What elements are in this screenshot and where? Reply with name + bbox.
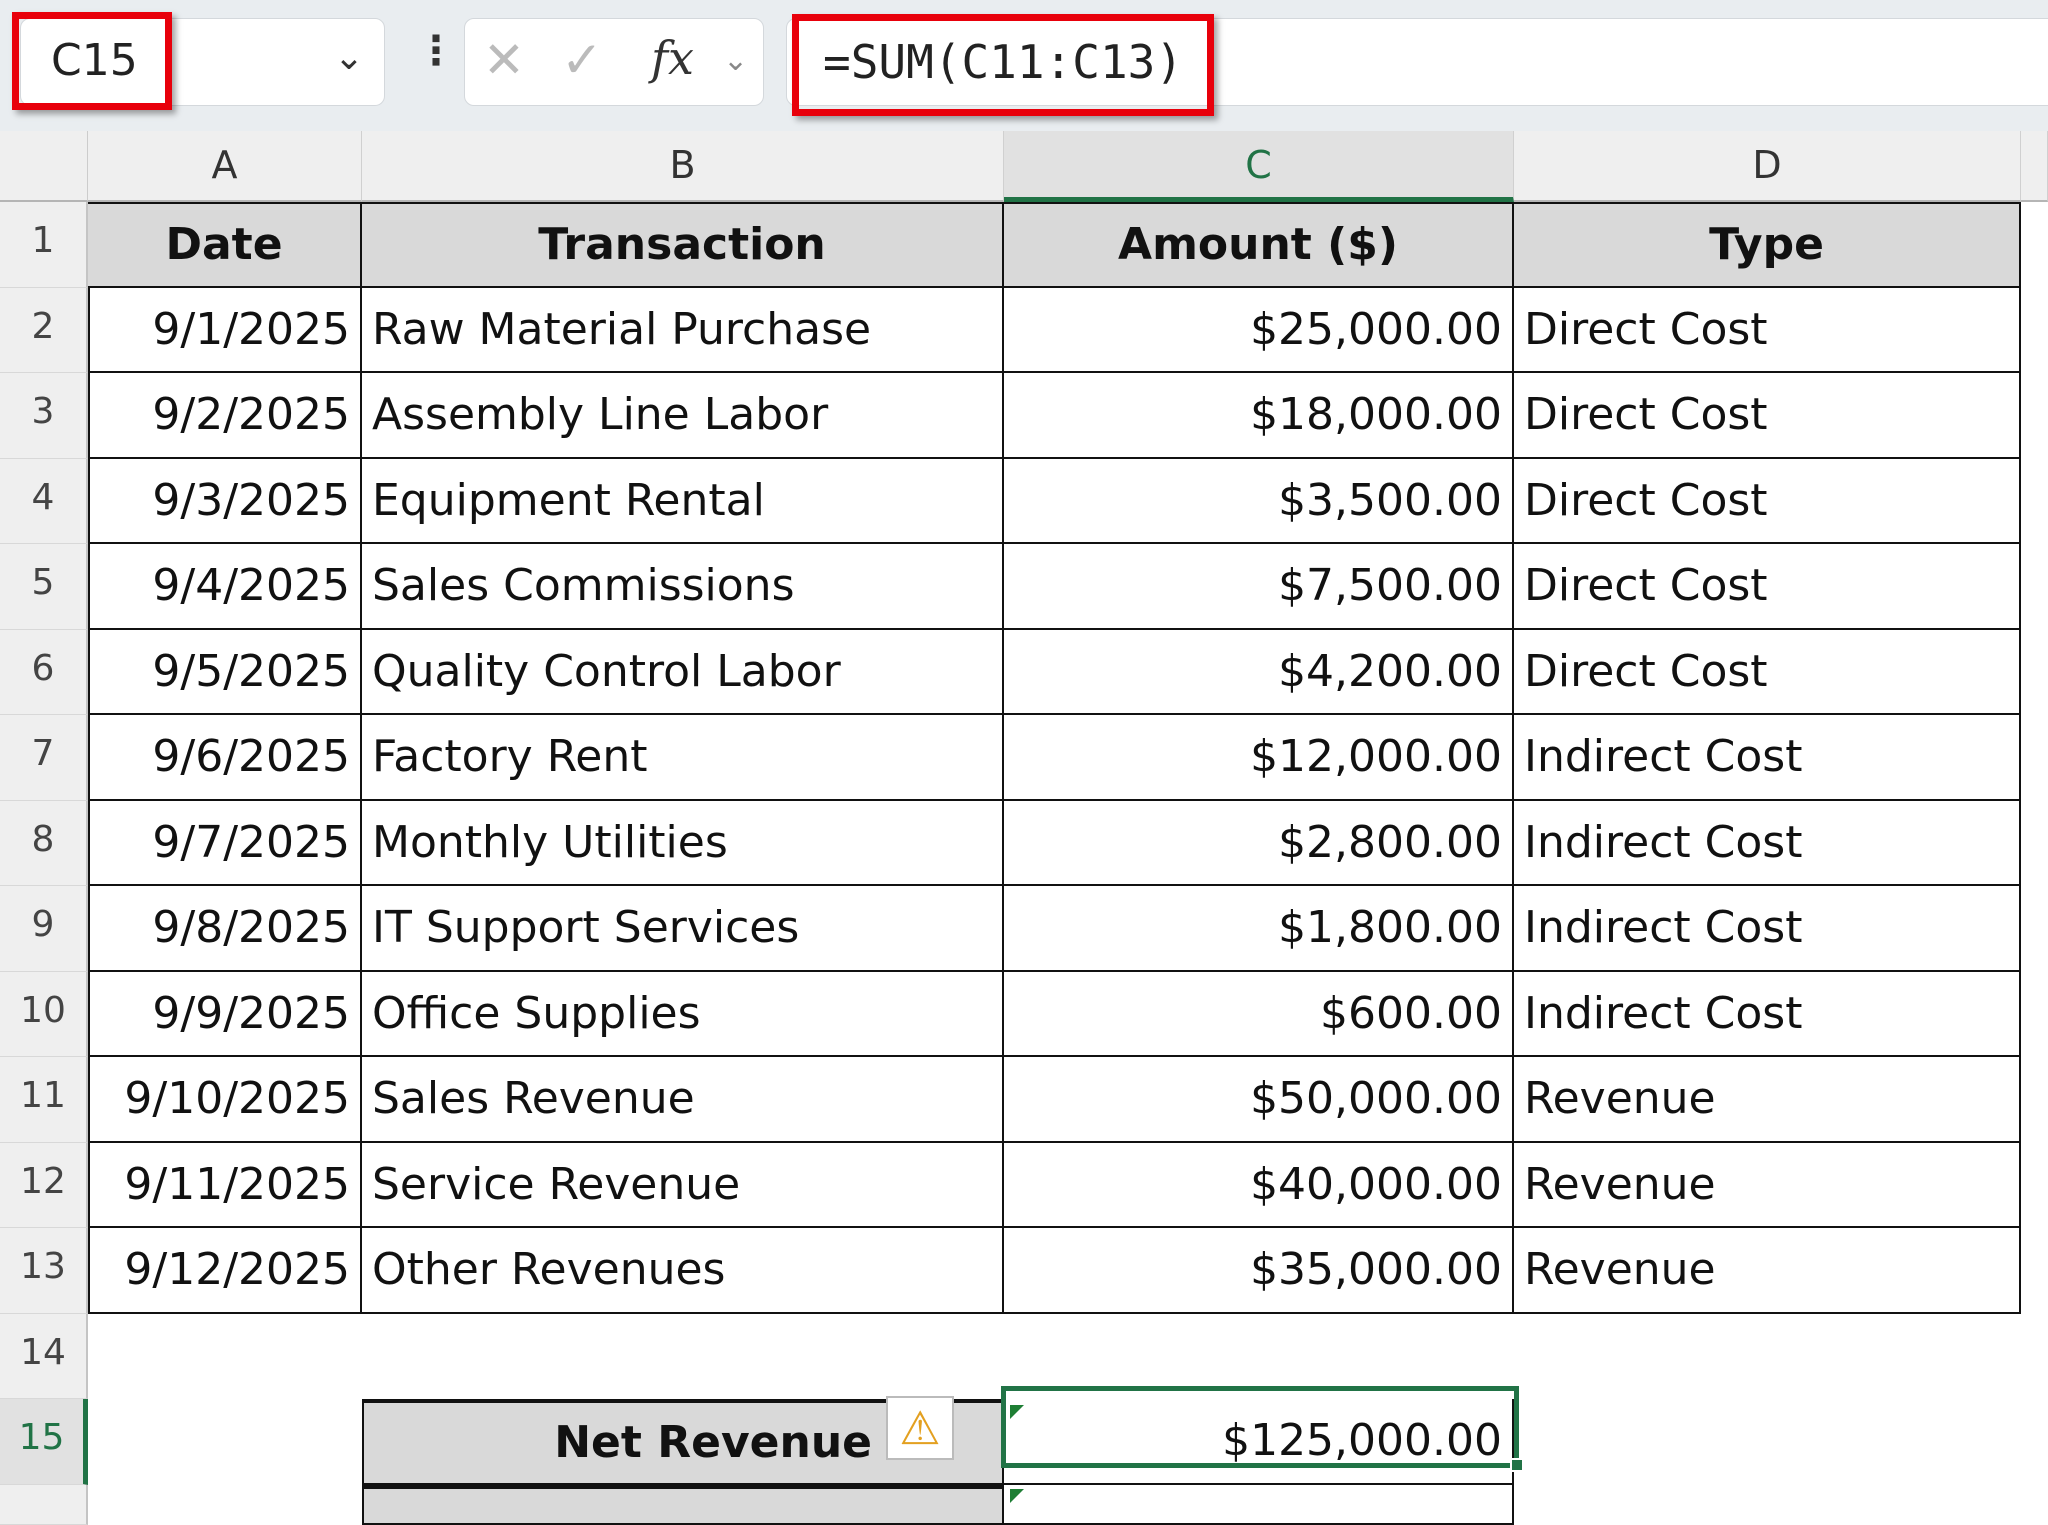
row-header-7[interactable]: 7 — [0, 715, 88, 801]
table-cell[interactable]: Indirect Cost — [1514, 971, 2021, 1057]
table-cell[interactable]: IT Support Services — [362, 886, 1004, 972]
formula-input[interactable]: =SUM(C11:C13) — [786, 18, 2048, 106]
table-cell[interactable]: $4,200.00 — [1004, 629, 1514, 715]
chevron-down-icon[interactable]: ⌄ — [333, 37, 364, 78]
table-cell[interactable]: Direct Cost — [1514, 373, 2021, 459]
error-indicator-icon — [1010, 1405, 1024, 1419]
table-cell[interactable]: Revenue — [1514, 1228, 2021, 1314]
table-cell[interactable]: Quality Control Labor — [362, 629, 1004, 715]
row-header-8[interactable]: 8 — [0, 800, 88, 886]
highlight-box-name — [12, 12, 172, 110]
table-cell[interactable]: 9/12/2025 — [88, 1228, 362, 1314]
table-cell[interactable]: Assembly Line Labor — [362, 373, 1004, 459]
table-cell[interactable]: $7,500.00 — [1004, 544, 1514, 630]
selected-cell-outline — [1001, 1386, 1519, 1468]
table-cell[interactable]: 9/2/2025 — [88, 373, 362, 459]
row-header-12[interactable]: 12 — [0, 1142, 88, 1228]
table-header-cell: Amount ($) — [1004, 202, 1514, 288]
table-cell[interactable]: Indirect Cost — [1514, 886, 2021, 972]
row-header-1[interactable]: 1 — [0, 202, 88, 288]
table-cell[interactable]: $1,800.00 — [1004, 886, 1514, 972]
table-cell[interactable]: Monthly Utilities — [362, 800, 1004, 886]
table-cell[interactable]: 9/7/2025 — [88, 800, 362, 886]
column-header-b[interactable]: B — [362, 131, 1004, 202]
table-cell[interactable]: $40,000.00 — [1004, 1142, 1514, 1228]
table-cell[interactable]: Raw Material Purchase — [362, 287, 1004, 373]
error-indicator-icon — [1010, 1488, 1024, 1503]
table-cell[interactable]: Direct Cost — [1514, 629, 2021, 715]
table-cell[interactable]: 9/11/2025 — [88, 1142, 362, 1228]
chevron-down-icon[interactable]: ⌄ — [723, 43, 749, 78]
table-cell[interactable]: 9/6/2025 — [88, 715, 362, 801]
enter-icon[interactable]: ✓ — [561, 31, 603, 89]
table-cell[interactable]: $18,000.00 — [1004, 373, 1514, 459]
name-box[interactable]: C15 ⌄ — [20, 18, 385, 106]
table-cell[interactable]: Other Revenues — [362, 1228, 1004, 1314]
highlight-box-formula — [792, 14, 1214, 116]
table-cell[interactable]: 9/5/2025 — [88, 629, 362, 715]
table-cell[interactable]: Revenue — [1514, 1057, 2021, 1143]
table-cell[interactable]: Equipment Rental — [362, 458, 1004, 544]
table-cell[interactable]: 9/9/2025 — [88, 971, 362, 1057]
table-cell[interactable]: Sales Revenue — [362, 1057, 1004, 1143]
summary-row-16-value[interactable] — [1004, 1484, 1514, 1525]
row-header-13[interactable]: 13 — [0, 1228, 88, 1314]
column-header-blank — [2021, 131, 2048, 202]
column-header-d[interactable]: D — [1514, 131, 2021, 202]
row-header-4[interactable]: 4 — [0, 458, 88, 544]
table-cell[interactable]: Direct Cost — [1514, 287, 2021, 373]
row-header-5[interactable]: 5 — [0, 544, 88, 630]
table-cell[interactable]: Service Revenue — [362, 1142, 1004, 1228]
table-cell[interactable]: $12,000.00 — [1004, 715, 1514, 801]
row-header-10[interactable]: 10 — [0, 971, 88, 1057]
table-cell[interactable]: Office Supplies — [362, 971, 1004, 1057]
formula-buttons: ✕ ✓ fx ⌄ — [464, 18, 764, 106]
table-cell[interactable]: 9/10/2025 — [88, 1057, 362, 1143]
warning-icon[interactable]: ⚠ — [886, 1396, 954, 1460]
formula-toolbar: C15 ⌄ ⋮ ✕ ✓ fx ⌄ =SUM(C11:C13) — [0, 0, 2048, 131]
summary-row-16-label — [362, 1484, 1004, 1525]
table-cell[interactable]: $3,500.00 — [1004, 458, 1514, 544]
select-all-button[interactable] — [0, 131, 88, 202]
table-cell[interactable]: $25,000.00 — [1004, 287, 1514, 373]
table-cell[interactable]: Factory Rent — [362, 715, 1004, 801]
table-header-cell: Type — [1514, 202, 2021, 288]
column-header-c[interactable]: C — [1004, 131, 1514, 202]
name-box-value: C15 — [51, 35, 138, 86]
cancel-icon[interactable]: ✕ — [483, 31, 525, 89]
table-cell[interactable]: 9/1/2025 — [88, 287, 362, 373]
table-header-cell: Transaction — [362, 202, 1004, 288]
table-cell[interactable]: Indirect Cost — [1514, 715, 2021, 801]
table-cell[interactable]: Indirect Cost — [1514, 800, 2021, 886]
table-cell[interactable]: Revenue — [1514, 1142, 2021, 1228]
row-header-3[interactable]: 3 — [0, 373, 88, 459]
row-header-11[interactable]: 11 — [0, 1057, 88, 1143]
table-cell[interactable]: $600.00 — [1004, 971, 1514, 1057]
table-cell[interactable]: $50,000.00 — [1004, 1057, 1514, 1143]
table-cell[interactable]: Sales Commissions — [362, 544, 1004, 630]
row-header-16[interactable] — [0, 1484, 88, 1525]
table-cell[interactable]: $35,000.00 — [1004, 1228, 1514, 1314]
column-header-a[interactable]: A — [88, 131, 362, 202]
table-cell[interactable]: 9/4/2025 — [88, 544, 362, 630]
table-cell[interactable]: Direct Cost — [1514, 458, 2021, 544]
table-header-cell: Date — [88, 202, 362, 288]
insert-function-icon[interactable]: fx — [651, 31, 694, 85]
row-header-2[interactable]: 2 — [0, 287, 88, 373]
table-cell[interactable]: 9/8/2025 — [88, 886, 362, 972]
table-cell[interactable]: Direct Cost — [1514, 544, 2021, 630]
fill-handle[interactable] — [1510, 1458, 1524, 1472]
row-header-15[interactable]: 15 — [0, 1399, 88, 1485]
row-header-6[interactable]: 6 — [0, 629, 88, 715]
row-header-9[interactable]: 9 — [0, 886, 88, 972]
table-cell[interactable]: $2,800.00 — [1004, 800, 1514, 886]
table-cell[interactable]: 9/3/2025 — [88, 458, 362, 544]
row-header-14[interactable]: 14 — [0, 1313, 88, 1399]
more-options-icon[interactable]: ⋮ — [416, 28, 456, 74]
formula-text: =SUM(C11:C13) — [823, 35, 1184, 89]
